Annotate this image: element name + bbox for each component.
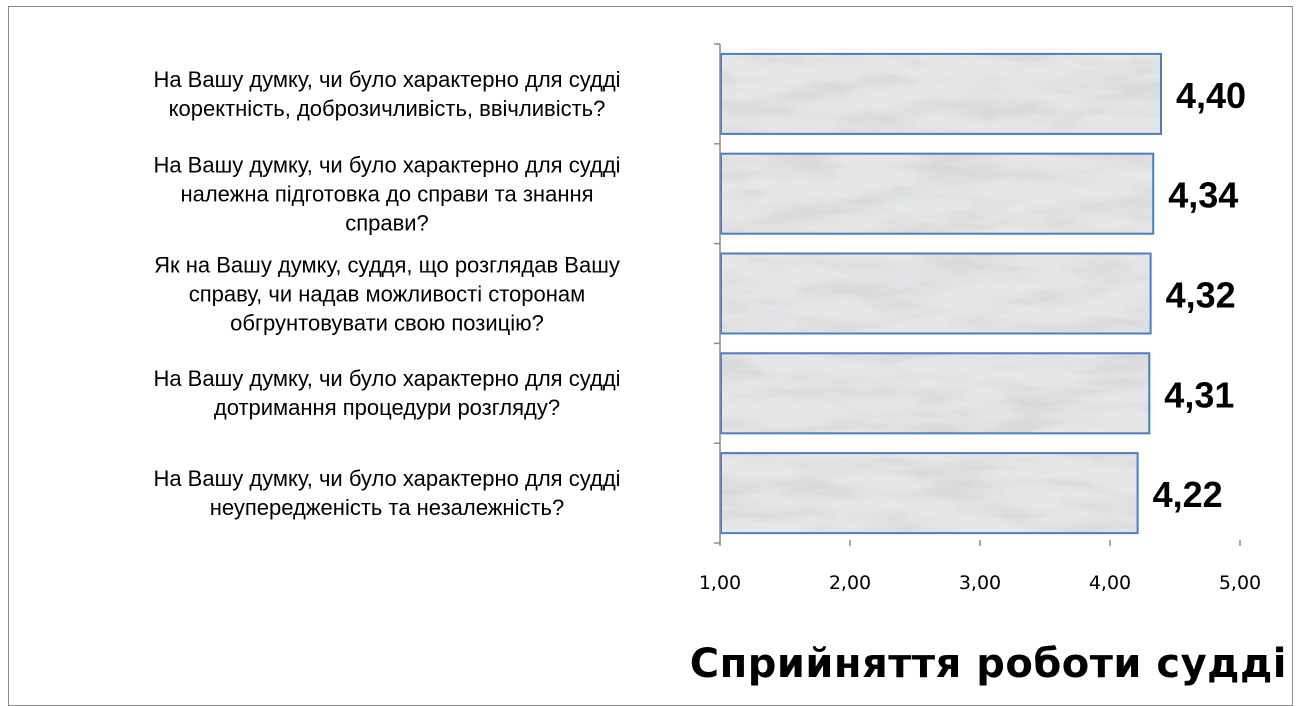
bar-outline [720, 152, 1155, 235]
data-label: 4,34 [1168, 175, 1238, 216]
category-label-line: На Вашу думку, чи було характерно для су… [153, 66, 621, 92]
category-label-line: Як на Вашу думку, суддя, що розглядав Ва… [154, 252, 620, 277]
category-label-line: належна підготовка до справи та знання [180, 181, 594, 207]
bar-texture [720, 152, 1155, 235]
category-label-line: справи? [345, 210, 429, 236]
x-tick-label: 4,00 [1089, 572, 1131, 594]
category-label-line: дотримання процедури розгляду? [213, 395, 561, 421]
category-label-line: обгрунтовувати свою позицію? [230, 310, 544, 335]
category-label-line: справу, чи надав можливості сторонам [188, 281, 586, 306]
bar-2: 4,34 [720, 152, 1238, 235]
bar-3: 4,32 [720, 252, 1236, 335]
category-label: На Вашу думку, чи було характерно для су… [77, 464, 697, 522]
data-label: 4,40 [1176, 75, 1246, 116]
category-label: Як на Вашу думку, суддя, що розглядав Ва… [77, 250, 697, 337]
chart-title: Сприйняття роботи судді [689, 641, 1287, 687]
category-label: На Вашу думку, чи було характерно для су… [77, 364, 697, 422]
x-tick-label: 2,00 [829, 572, 871, 594]
bar-texture [720, 352, 1151, 435]
bar-outline [720, 252, 1152, 335]
bar-outline [720, 52, 1162, 135]
category-label-line: неупередженість та незалежність? [209, 495, 565, 521]
bar-4: 4,31 [720, 352, 1234, 435]
bar-1: 4,40 [720, 52, 1246, 135]
bar-outline [720, 452, 1139, 535]
category-label: На Вашу думку, чи було характерно для су… [77, 65, 697, 123]
bar-texture [720, 452, 1139, 535]
category-label: На Вашу думку, чи було характерно для су… [77, 150, 697, 237]
category-label-line: На Вашу думку, чи було характерно для су… [153, 366, 621, 392]
bar-5: 4,22 [720, 452, 1223, 535]
category-label-line: коректність, доброзичливість, ввічливіст… [168, 95, 606, 121]
category-label-line: На Вашу думку, чи було характерно для су… [153, 152, 621, 178]
bars-group: 4,40 4,34 4,32 4,31 4,22 [720, 52, 1246, 535]
data-label: 4,31 [1164, 374, 1234, 415]
bar-texture [720, 252, 1152, 335]
x-tick-label: 5,00 [1219, 572, 1261, 594]
data-label: 4,22 [1153, 474, 1223, 515]
data-label: 4,32 [1166, 275, 1236, 316]
category-label-line: На Вашу думку, чи було характерно для су… [153, 466, 621, 492]
bar-outline [720, 352, 1151, 435]
bar-texture [720, 52, 1162, 135]
x-tick-label: 3,00 [959, 572, 1001, 594]
axes-group: 1,00 2,00 3,00 4,00 5,00 [699, 43, 1261, 594]
x-tick-label: 1,00 [699, 572, 741, 594]
